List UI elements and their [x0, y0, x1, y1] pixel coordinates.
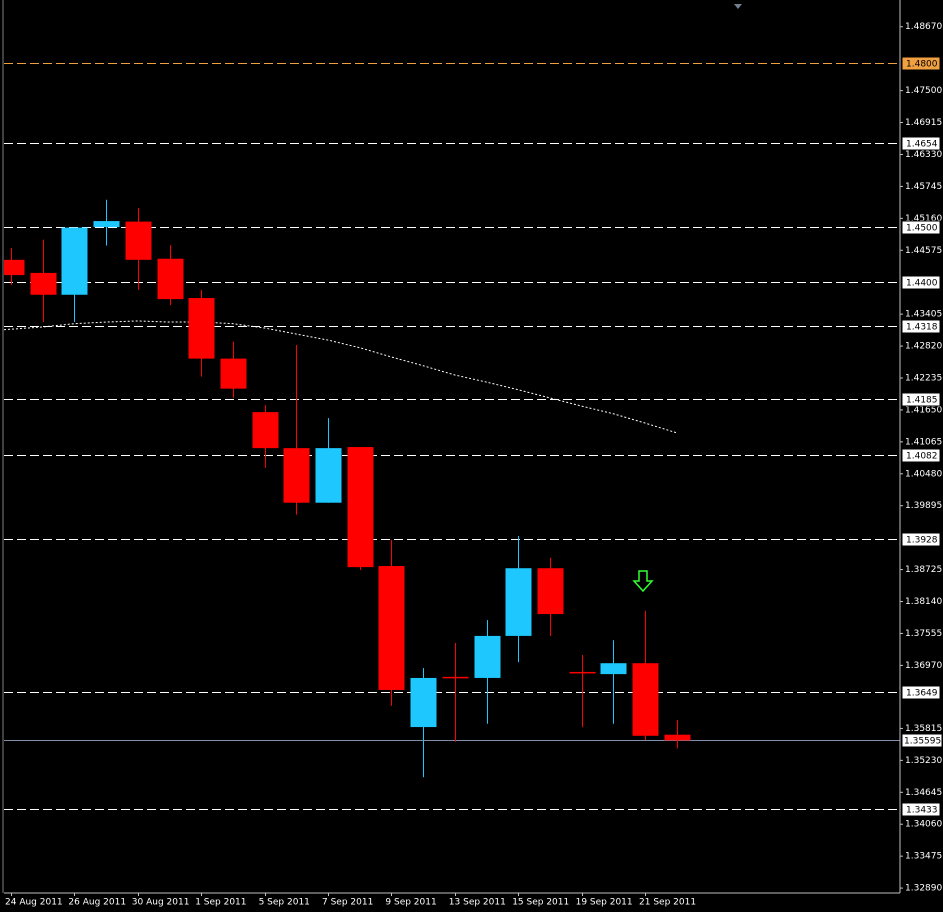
y-tick-label: 1.41065	[905, 437, 942, 447]
y-tick-label: 1.32890	[905, 884, 942, 894]
candle-body	[125, 221, 152, 260]
y-tick-label: 1.44575	[905, 246, 942, 256]
current-price-label: 1.35595	[904, 737, 941, 747]
y-tick-label: 1.46330	[905, 150, 942, 160]
level-label-box	[901, 685, 941, 700]
level-label-box	[901, 532, 941, 547]
candle-body	[4, 259, 25, 276]
y-tick-label: 1.39895	[905, 501, 942, 511]
y-tick-label: 1.41650	[905, 405, 942, 415]
level-label: 1.3649	[906, 689, 938, 699]
level-label-box	[901, 448, 941, 463]
y-tick-label: 1.34060	[905, 820, 942, 830]
y-tick-label: 1.45160	[905, 214, 942, 224]
level-label: 1.4800	[906, 60, 938, 70]
x-tick-label: 9 Sep 2011	[385, 898, 436, 908]
candle-body	[632, 663, 659, 736]
y-tick-label: 1.38140	[905, 597, 942, 607]
x-tick-label: 30 Aug 2011	[132, 898, 190, 908]
x-tick-label: 13 Sep 2011	[449, 898, 506, 908]
y-tick-label: 1.37555	[905, 629, 942, 639]
x-tick-label: 19 Sep 2011	[576, 898, 633, 908]
y-tick-label: 1.46915	[905, 118, 942, 128]
level-label: 1.4082	[906, 452, 938, 462]
candle-body	[252, 412, 279, 449]
y-tick-label: 1.34645	[905, 788, 942, 798]
y-tick-label: 1.42235	[905, 373, 942, 383]
y-tick-label: 1.38725	[905, 565, 942, 575]
candle-body	[378, 566, 405, 690]
candle-body	[410, 677, 437, 728]
level-label-box	[901, 392, 941, 407]
level-label: 1.4185	[906, 396, 938, 406]
y-tick-label: 1.35230	[905, 756, 942, 766]
candle-body	[93, 221, 120, 228]
level-label: 1.3928	[906, 536, 938, 546]
candle-body	[61, 227, 88, 295]
candle-body	[30, 272, 57, 295]
level-label: 1.4654	[906, 140, 938, 150]
level-label-box	[901, 136, 941, 151]
level-label: 1.3433	[906, 806, 938, 816]
candle-body	[474, 635, 501, 678]
candle-body	[537, 568, 564, 615]
x-tick-label: 1 Sep 2011	[195, 898, 246, 908]
plot-area	[4, 63, 900, 810]
level-label: 1.4400	[906, 279, 938, 289]
candle-body	[315, 448, 342, 503]
y-tick-label: 1.36970	[905, 661, 942, 671]
y-tick-label: 1.47500	[905, 86, 942, 96]
x-tick-label: 21 Sep 2011	[639, 898, 696, 908]
level-label: 1.4318	[906, 323, 938, 333]
x-tick-label: 24 Aug 2011	[5, 898, 63, 908]
candle-body	[505, 568, 532, 636]
candle-body	[600, 663, 627, 675]
y-tick-label: 1.33475	[905, 852, 942, 862]
axes: 1.48670 1.47500 1.46915 1.46330 1.45745 1.451…	[5, 22, 943, 908]
x-tick-label: 7 Sep 2011	[322, 898, 373, 908]
y-tick-label: 1.40480	[905, 469, 942, 479]
shift-marker	[734, 4, 742, 9]
candle-body	[664, 734, 691, 741]
sell-arrow	[632, 570, 654, 593]
x-tick-label: 5 Sep 2011	[259, 898, 310, 908]
x-tick-label: 15 Sep 2011	[512, 898, 569, 908]
x-tick-label: 26 Aug 2011	[68, 898, 126, 908]
candle-body	[220, 358, 247, 389]
candle-body	[283, 448, 310, 503]
y-tick-label: 1.45745	[905, 182, 942, 192]
level-label-box	[901, 275, 941, 290]
candle-body	[188, 298, 215, 359]
level-label: 1.4500	[906, 224, 938, 234]
y-tick-label: 1.42820	[905, 342, 942, 352]
candle-body	[347, 447, 374, 568]
level-label-box	[901, 319, 941, 334]
y-tick-label: 1.35815	[905, 724, 942, 734]
level-label-box	[901, 220, 941, 235]
y-tick-label: 1.48670	[905, 22, 942, 32]
candle-body	[442, 676, 469, 679]
current-price-box	[901, 733, 943, 748]
candle-body	[569, 671, 596, 674]
level-label-box	[901, 802, 941, 817]
level-label-box	[901, 56, 941, 71]
y-tick-label: 1.43405	[905, 310, 942, 320]
candle-body	[157, 258, 184, 300]
